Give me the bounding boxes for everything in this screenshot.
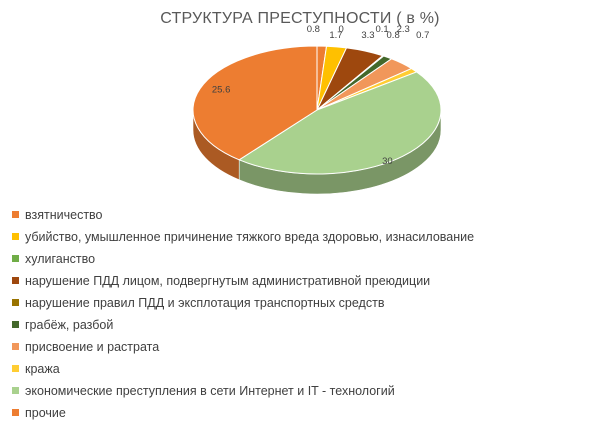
pie-slice-9 — [192, 45, 318, 161]
legend-swatch — [12, 365, 19, 373]
legend-swatch — [12, 277, 19, 285]
legend-item: взятничество — [12, 204, 597, 226]
data-label-1: 1.7 — [329, 30, 342, 41]
legend-swatch — [12, 211, 19, 219]
legend-item: нарушение правил ПДД и эксплотация транс… — [12, 292, 597, 314]
legend-label: кража — [25, 362, 60, 376]
legend-item: убийство, умышленное причинение тяжкого … — [12, 226, 597, 248]
legend-swatch — [12, 233, 19, 241]
legend-item: кража — [12, 358, 597, 380]
legend-swatch — [12, 387, 19, 395]
pie-slice-8 — [238, 71, 442, 175]
legend-swatch — [12, 255, 19, 263]
legend-label: экономические преступления в сети Интерн… — [25, 384, 395, 398]
data-label-8: 30 — [382, 156, 393, 167]
data-label-2: 0 — [338, 24, 343, 35]
data-label-0: 0.8 — [307, 24, 320, 35]
legend-label: грабёж, разбой — [25, 318, 114, 332]
pie-tops — [192, 45, 442, 175]
legend-label: прочие — [25, 406, 66, 420]
legend: взятничество убийство, умышленное причине… — [12, 204, 597, 424]
legend-label: взятничество — [25, 208, 103, 222]
legend-swatch — [12, 409, 19, 417]
legend-label: убийство, умышленное причинение тяжкого … — [25, 230, 475, 244]
legend-label: нарушение ПДД лицом, подвергнутым админи… — [25, 274, 431, 288]
data-label-9: 25.6 — [212, 85, 231, 96]
legend-label: присвоение и растрата — [25, 340, 160, 354]
legend-item: прочие — [12, 402, 597, 424]
data-label-5: 0.8 — [387, 30, 400, 41]
legend-swatch — [12, 343, 19, 351]
legend-item: грабёж, разбой — [12, 314, 597, 336]
legend-item: присвоение и растрата — [12, 336, 597, 358]
data-label-4: 0.1 — [376, 24, 389, 35]
data-label-3: 3.3 — [361, 30, 374, 41]
data-label-6: 2.3 — [397, 24, 410, 35]
data-label-7: 0.7 — [416, 30, 429, 41]
legend-item: экономические преступления в сети Интерн… — [12, 380, 597, 402]
legend-label: нарушение правил ПДД и эксплотация транс… — [25, 296, 385, 310]
legend-item: хулиганство — [12, 248, 597, 270]
legend-item: нарушение ПДД лицом, подвергнутым админи… — [12, 270, 597, 292]
legend-swatch — [12, 299, 19, 307]
legend-swatch — [12, 321, 19, 329]
chart-title: СТРУКТУРА ПРЕСТУПНОСТИ ( в %) — [160, 10, 440, 27]
legend-label: хулиганство — [25, 252, 96, 266]
